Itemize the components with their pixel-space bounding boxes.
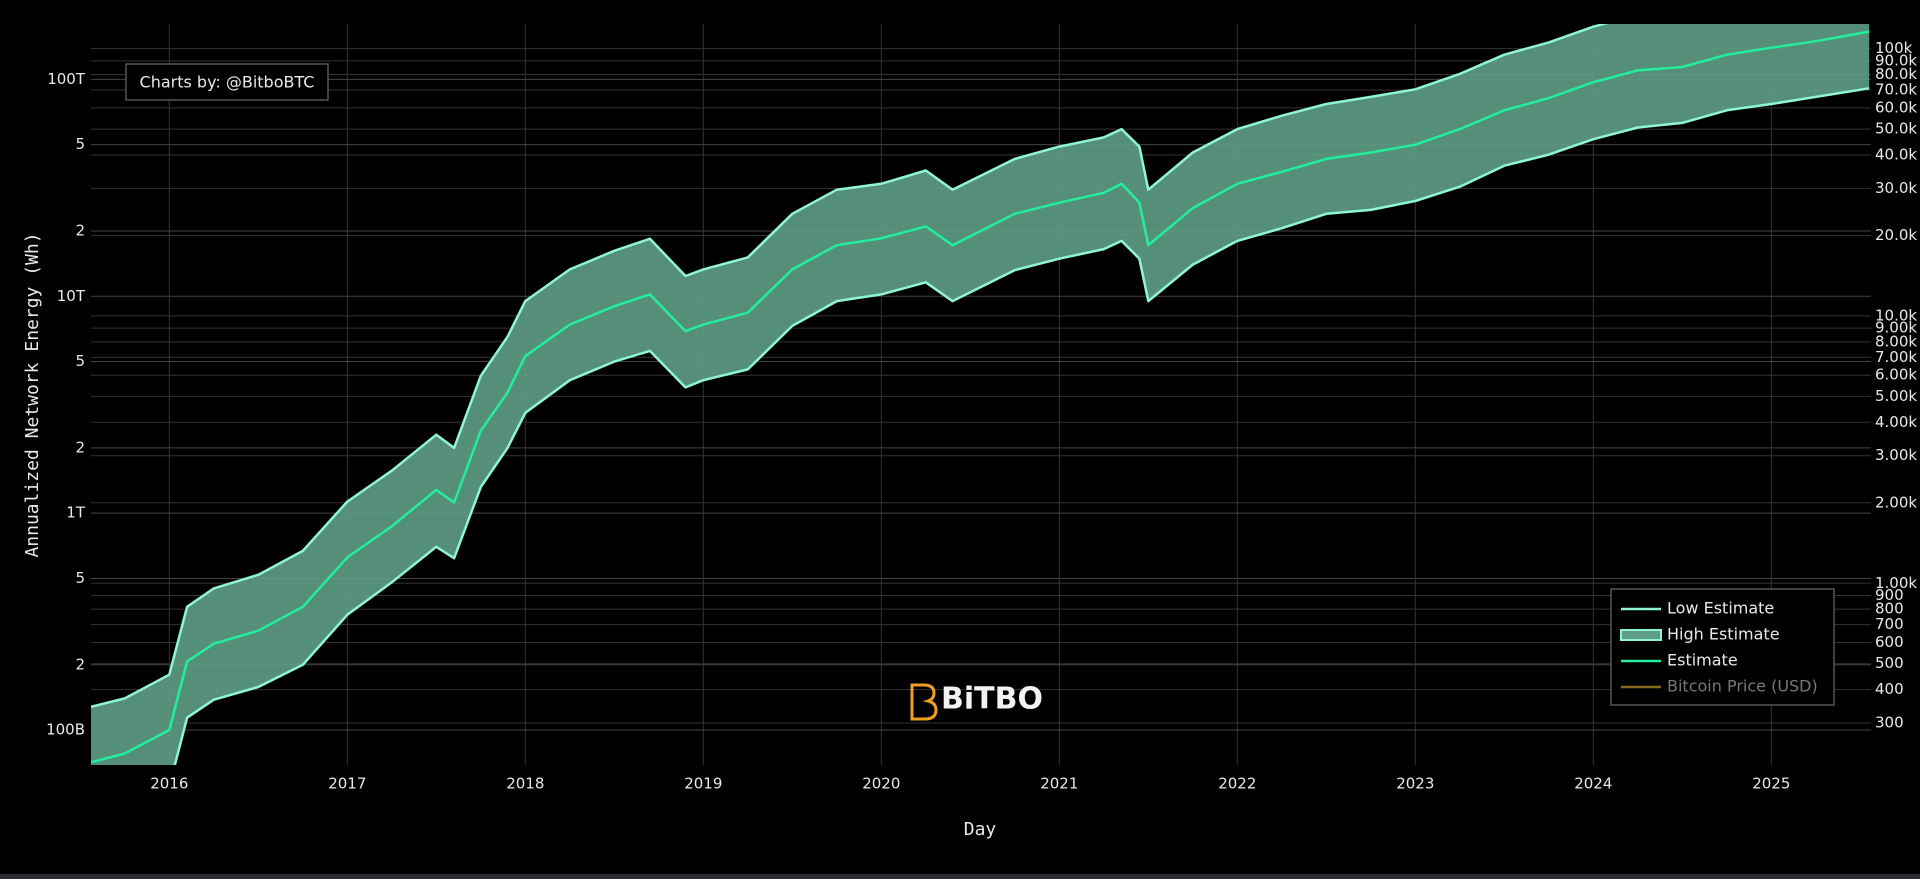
y2-tick-label: 5.00k xyxy=(1875,387,1917,405)
x-tick-label: 2021 xyxy=(1040,775,1078,793)
series-line xyxy=(173,87,1870,765)
legend-label: High Estimate xyxy=(1667,625,1780,644)
watermark-logo: BiTBO xyxy=(910,682,1043,721)
y2-tick-label: 6.00k xyxy=(1875,366,1917,384)
x-tick-label: 2018 xyxy=(506,775,544,793)
annotation-box xyxy=(125,63,329,101)
y-axis-label: Annualized Network Energy (Wh) xyxy=(22,232,43,557)
series-line xyxy=(91,24,1609,709)
y2-tick-label: 400 xyxy=(1875,680,1904,698)
logo-icon xyxy=(910,683,938,721)
y2-tick-label: 1.00k xyxy=(1875,574,1917,592)
y-tick-label: 10T xyxy=(57,287,86,305)
y2-tick-label: 800 xyxy=(1875,600,1904,618)
x-tick-label: 2020 xyxy=(862,775,900,793)
y-tick-label: 5 xyxy=(75,569,85,587)
y2-tick-label: 70.0k xyxy=(1875,81,1917,99)
y2-tick-label: 10.0k xyxy=(1875,306,1917,324)
annotation: Charts by: @BitboBTC xyxy=(140,73,315,92)
watermark: BiTBO xyxy=(941,682,1043,717)
y2-tick-label: 8.00k xyxy=(1875,332,1917,350)
axes: 2016 2017 2018 2019 2020 2021 2022 2023 2024 2025… xyxy=(46,39,1917,792)
x-tick-label: 2022 xyxy=(1218,775,1256,793)
y2-tick-label: 3.00k xyxy=(1875,446,1917,464)
y-tick-label: 2 xyxy=(75,655,85,673)
y2-tick-label: 600 xyxy=(1875,633,1904,651)
y2-tick-label: 300 xyxy=(1875,714,1904,732)
y2-tick-label: 9.00k xyxy=(1875,319,1917,337)
y2-tick-label: 500 xyxy=(1875,654,1904,672)
y2-tick-label: 60.0k xyxy=(1875,98,1917,116)
x-axis-label: Day xyxy=(964,819,997,840)
series-line xyxy=(91,30,1870,764)
y2-tick-label: 20.0k xyxy=(1875,226,1917,244)
y-tick-label: 100T xyxy=(47,70,86,88)
y-tick-label: 1T xyxy=(66,504,86,522)
x-tick-label: 2019 xyxy=(684,775,722,793)
y-tick-label: 100B xyxy=(46,721,85,739)
band-area xyxy=(91,24,1870,765)
legend: Low Estimate High Estimate Estimate Bitcoin… xyxy=(1610,588,1835,706)
legend-label: Bitcoin Price (USD) xyxy=(1667,677,1818,696)
x-tick-label: 2023 xyxy=(1396,775,1434,793)
y2-tick-label: 100k xyxy=(1875,39,1913,57)
y2-tick-label: 80.0k xyxy=(1875,65,1917,83)
y2-tick-label: 7.00k xyxy=(1875,348,1917,366)
x-tick-label: 2024 xyxy=(1574,775,1612,793)
y-tick-label: 5 xyxy=(75,352,85,370)
y2-tick-label: 30.0k xyxy=(1875,179,1917,197)
y-tick-label: 5 xyxy=(75,135,85,153)
y2-tick-label: 4.00k xyxy=(1875,413,1917,431)
x-tick-label: 2025 xyxy=(1752,775,1790,793)
legend-label: Estimate xyxy=(1667,651,1738,670)
bottom-strip xyxy=(0,874,1920,879)
x-tick-label: 2017 xyxy=(328,775,366,793)
y-tick-label: 2 xyxy=(75,221,85,239)
y2-tick-label: 900 xyxy=(1875,586,1904,604)
y2-tick-label: 50.0k xyxy=(1875,120,1917,138)
y2-tick-label: 2.00k xyxy=(1875,493,1917,511)
legend-label: Low Estimate xyxy=(1667,599,1774,618)
x-tick-label: 2016 xyxy=(150,775,188,793)
y2-tick-label: 90.0k xyxy=(1875,51,1917,69)
y2-tick-label: 40.0k xyxy=(1875,145,1917,163)
y-tick-label: 2 xyxy=(75,438,85,456)
plot-area xyxy=(91,24,1870,765)
y2-tick-label: 700 xyxy=(1875,615,1904,633)
legend-swatch xyxy=(1620,629,1662,641)
